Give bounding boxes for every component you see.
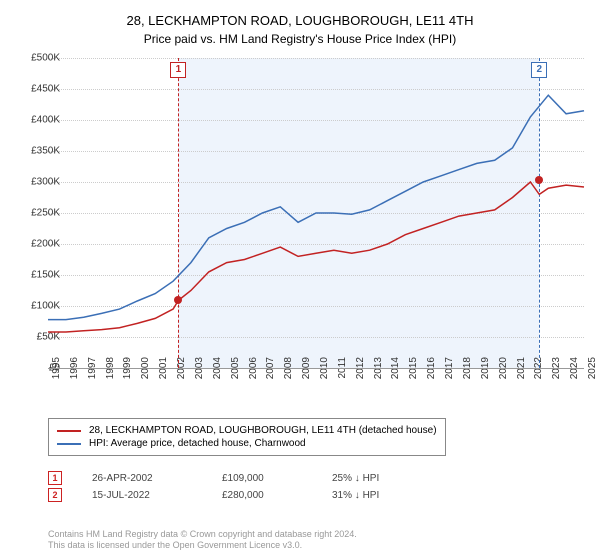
legend-item: HPI: Average price, detached house, Char… — [57, 438, 437, 449]
sale-marker-icon: 1 — [48, 471, 62, 485]
legend-box: 28, LECKHAMPTON ROAD, LOUGHBOROUGH, LE11… — [48, 418, 446, 456]
chart-subtitle: Price paid vs. HM Land Registry's House … — [0, 30, 600, 46]
legend-item: 28, LECKHAMPTON ROAD, LOUGHBOROUGH, LE11… — [57, 425, 437, 436]
sale-price: £109,000 — [222, 473, 302, 484]
chart-title: 28, LECKHAMPTON ROAD, LOUGHBOROUGH, LE11… — [0, 0, 600, 30]
sales-table: 1 26-APR-2002 £109,000 25% ↓ HPI 2 15-JU… — [48, 468, 409, 505]
legend-swatch — [57, 443, 81, 445]
sale-date: 26-APR-2002 — [92, 473, 192, 484]
footer-line-2: This data is licensed under the Open Gov… — [48, 540, 357, 552]
sale-row-2: 2 15-JUL-2022 £280,000 31% ↓ HPI — [48, 488, 409, 502]
legend-label: HPI: Average price, detached house, Char… — [89, 438, 306, 449]
axes-frame — [48, 58, 584, 369]
x-axis-label: 2025 — [587, 357, 598, 387]
footer-line-1: Contains HM Land Registry data © Crown c… — [48, 529, 357, 541]
legend-label: 28, LECKHAMPTON ROAD, LOUGHBOROUGH, LE11… — [89, 425, 437, 436]
legend-swatch — [57, 430, 81, 432]
sale-row-1: 1 26-APR-2002 £109,000 25% ↓ HPI — [48, 471, 409, 485]
sale-delta: 31% ↓ HPI — [332, 490, 379, 501]
footer-attribution: Contains HM Land Registry data © Crown c… — [48, 529, 357, 552]
sale-delta: 25% ↓ HPI — [332, 473, 379, 484]
sale-marker-icon: 2 — [48, 488, 62, 502]
sale-price: £280,000 — [222, 490, 302, 501]
sale-date: 15-JUL-2022 — [92, 490, 192, 501]
